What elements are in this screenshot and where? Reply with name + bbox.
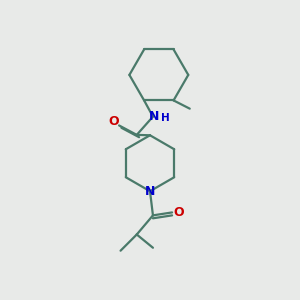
Text: N: N — [149, 110, 160, 123]
Text: O: O — [173, 206, 184, 219]
Text: H: H — [161, 113, 170, 123]
Text: O: O — [109, 116, 119, 128]
Text: N: N — [145, 185, 155, 198]
